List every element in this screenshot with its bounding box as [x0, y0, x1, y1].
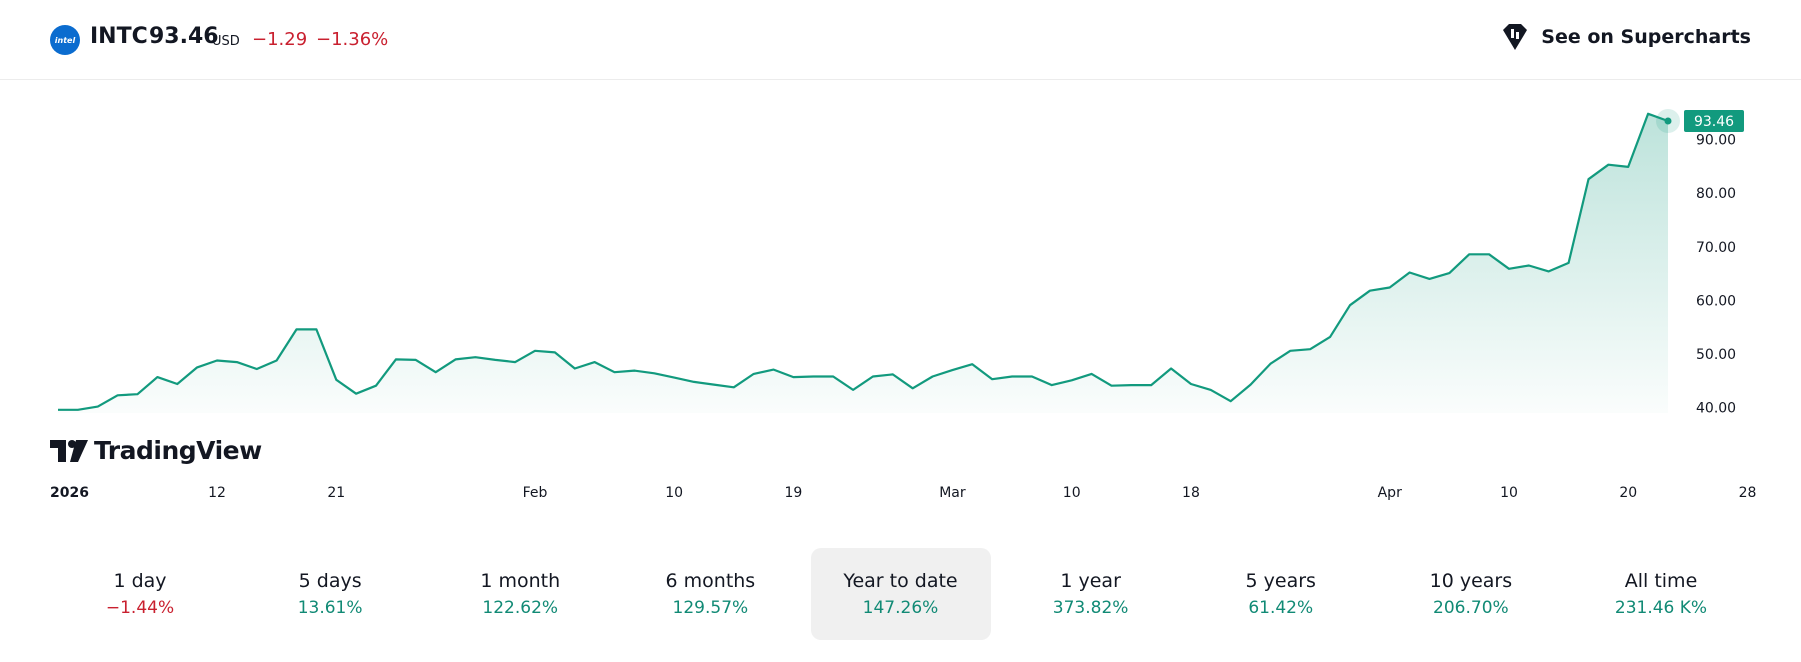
- range-button-6-months[interactable]: 6 months 129.57%: [620, 548, 800, 640]
- range-change-value: 231.46 K%: [1614, 598, 1708, 618]
- x-tick-label: 10: [665, 485, 683, 501]
- x-tick-label: 19: [785, 485, 803, 501]
- range-button-all-time[interactable]: All time 231.46 K%: [1571, 548, 1751, 640]
- range-change-value: 129.57%: [672, 598, 749, 618]
- range-change-value: 373.82%: [1052, 598, 1129, 618]
- range-label: 1 day: [113, 570, 167, 592]
- currency-code: USD: [212, 34, 240, 49]
- range-label: All time: [1624, 570, 1698, 592]
- y-tick-label: 80.00: [1696, 186, 1736, 202]
- supercharts-label: See on Supercharts: [1541, 26, 1751, 48]
- range-change-value: 206.70%: [1433, 598, 1509, 618]
- y-tick-label: 70.00: [1696, 240, 1736, 256]
- price-chart-svg[interactable]: 40.00 50.00 60.00 70.00 80.00 90.00 2026 12 21 F…: [0, 80, 1801, 510]
- tradingview-logo-icon: [50, 439, 88, 462]
- x-tick-label: 10: [1500, 485, 1518, 501]
- last-price: 93.46: [149, 24, 219, 49]
- range-button-5-years[interactable]: 5 years 61.42%: [1191, 548, 1371, 640]
- last-price-badge-label: 93.46: [1694, 114, 1734, 130]
- x-tick-label: Apr: [1378, 485, 1402, 501]
- range-button-10-years[interactable]: 10 years 206.70%: [1381, 548, 1561, 640]
- x-tick-label: 21: [327, 485, 345, 501]
- x-tick-label: 18: [1182, 485, 1200, 501]
- range-label: 6 months: [665, 570, 756, 592]
- supercharts-icon: [1503, 24, 1528, 50]
- range-label: 10 years: [1429, 570, 1513, 592]
- range-change-value: 122.62%: [482, 598, 559, 618]
- x-tick-label: Mar: [939, 485, 966, 501]
- range-button-year-to-date[interactable]: Year to date 147.26%: [810, 548, 991, 640]
- range-label: 1 year: [1060, 570, 1121, 592]
- price-area-fill: [58, 113, 1668, 414]
- range-button-5-days[interactable]: 5 days 13.61%: [240, 548, 420, 640]
- range-label: 5 years: [1245, 570, 1316, 592]
- range-change-value: 13.61%: [297, 598, 363, 618]
- x-tick-label: 20: [1619, 485, 1637, 501]
- y-tick-label: 90.00: [1696, 133, 1736, 149]
- x-tick-label: Feb: [523, 485, 548, 501]
- ticker-symbol[interactable]: INTC: [90, 24, 148, 49]
- last-price-badge: [1684, 109, 1744, 132]
- price-change: −1.29: [252, 29, 308, 50]
- y-tick-label: 60.00: [1696, 293, 1736, 309]
- intel-logo-icon: intel: [50, 25, 80, 55]
- range-change-value: 61.42%: [1248, 598, 1314, 618]
- x-tick-label: 2026: [50, 485, 89, 501]
- range-button-1-year[interactable]: 1 year 373.82%: [1001, 548, 1181, 640]
- price-line: [58, 112, 1669, 411]
- y-tick-label: 40.00: [1696, 401, 1736, 417]
- x-tick-label: 28: [1739, 485, 1757, 501]
- last-point-marker: [1664, 117, 1672, 125]
- x-tick-label: 12: [208, 485, 226, 501]
- range-button-1-month[interactable]: 1 month 122.62%: [430, 548, 610, 640]
- price-change-percent: −1.36%: [316, 29, 389, 50]
- range-button-1-day[interactable]: 1 day −1.44%: [50, 548, 230, 640]
- time-range-selector: 1 day −1.44% 5 days 13.61% 1 month 122.62% 6 m…: [50, 548, 1751, 640]
- range-label: 1 month: [480, 570, 561, 592]
- tradingview-logo[interactable]: TradingView: [50, 436, 262, 465]
- symbol-header: intel INTC 93.46 USD −1.29 −1.36% See on…: [0, 0, 1801, 80]
- see-on-supercharts-button[interactable]: See on Supercharts: [1499, 22, 1751, 52]
- tradingview-wordmark: TradingView: [94, 436, 262, 465]
- range-change-value: 147.26%: [862, 598, 939, 618]
- y-tick-label: 50.00: [1696, 347, 1736, 363]
- range-label: 5 days: [298, 570, 362, 592]
- x-tick-label: 10: [1063, 485, 1081, 501]
- range-change-value: −1.44%: [105, 598, 175, 618]
- price-chart[interactable]: 40.00 50.00 60.00 70.00 80.00 90.00 2026 12 21 F…: [0, 80, 1801, 510]
- range-label: Year to date: [843, 570, 958, 592]
